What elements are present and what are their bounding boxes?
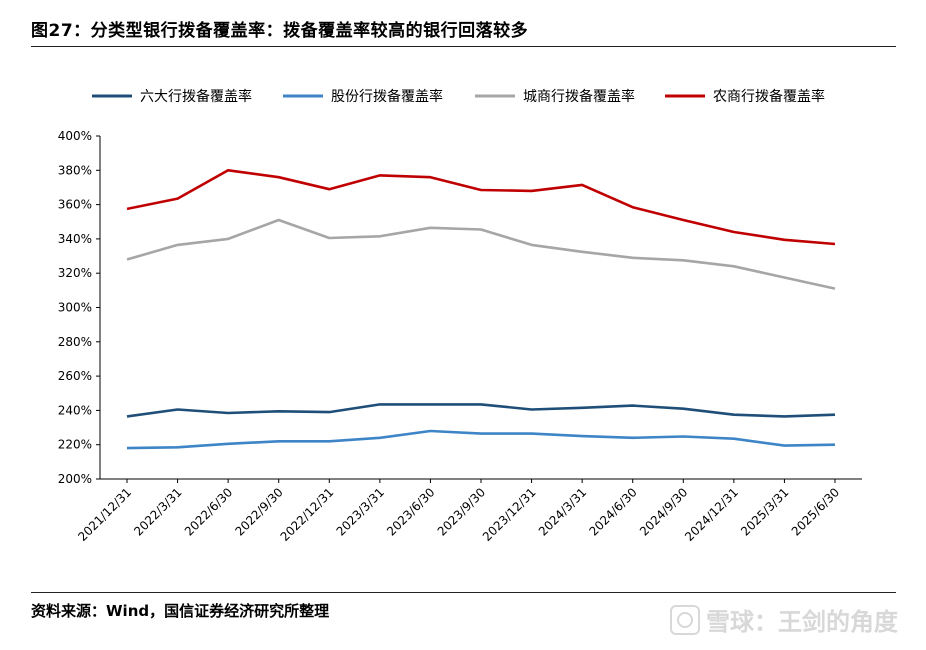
line-chart: 六大行拨备覆盖率 股份行拨备覆盖率 城商行拨备覆盖率 农商行拨备覆盖率 200% 220… <box>58 88 862 544</box>
x-tick-label: 2024/12/31 <box>682 485 741 544</box>
snowball-logo-icon <box>670 604 700 635</box>
legend-label: 六大行拨备覆盖率 <box>140 88 252 105</box>
x-tick-label: 2023/9/30 <box>435 485 488 538</box>
y-axis: 200% 220% 240% 260% 280% 300% 320% 340% 360% 380%… <box>58 129 101 486</box>
y-tick-label: 360% <box>58 198 92 212</box>
legend-label: 城商行拨备覆盖率 <box>523 88 635 105</box>
series-line-0 <box>126 403 836 418</box>
y-tick-label: 320% <box>58 266 92 280</box>
bottom-rule <box>31 592 896 593</box>
series-layer <box>126 169 836 450</box>
x-tick-label: 2022/12/31 <box>278 485 337 544</box>
x-tick-label: 2025/6/30 <box>789 485 842 538</box>
source-note: 资料来源：Wind，国信证券经济研究所整理 <box>31 602 330 620</box>
watermark: 雪球：王剑的角度 <box>670 602 898 637</box>
y-tick-label: 280% <box>58 335 92 349</box>
legend-label: 农商行拨备覆盖率 <box>713 88 825 105</box>
y-tick-label: 300% <box>58 301 92 315</box>
y-tick-label: 400% <box>58 129 92 143</box>
y-tick-label: 340% <box>58 232 92 246</box>
chart-title: 图27：分类型银行拨备覆盖率：拨备覆盖率较高的银行回落较多 <box>31 21 529 41</box>
chart-legend: 六大行拨备覆盖率 股份行拨备覆盖率 城商行拨备覆盖率 农商行拨备覆盖率 <box>92 88 825 105</box>
x-tick-label: 2024/6/30 <box>586 485 639 538</box>
y-tick-label: 380% <box>58 163 92 177</box>
x-tick-label: 2022/6/30 <box>182 485 235 538</box>
x-tick-label: 2024/9/30 <box>637 485 690 538</box>
y-tick-label: 200% <box>58 472 92 486</box>
top-rule <box>31 46 896 47</box>
x-axis: 2021/12/312022/3/312022/6/302022/9/30202… <box>75 478 862 544</box>
x-tick-label: 2023/12/31 <box>480 485 539 544</box>
x-tick-label: 2023/6/30 <box>384 485 437 538</box>
series-line-3 <box>126 169 836 246</box>
x-tick-label: 2021/12/31 <box>75 485 134 544</box>
y-tick-label: 220% <box>58 438 92 452</box>
series-line-1 <box>126 429 836 450</box>
y-tick-label: 260% <box>58 369 92 383</box>
y-tick-label: 240% <box>58 403 92 417</box>
x-tick-label: 2022/3/31 <box>131 485 184 538</box>
x-tick-label: 2022/9/30 <box>232 485 285 538</box>
x-tick-label: 2023/3/31 <box>334 485 387 538</box>
x-tick-label: 2025/3/31 <box>738 485 791 538</box>
x-tick-label: 2024/3/31 <box>536 485 589 538</box>
series-line-2 <box>126 218 836 290</box>
watermark-text: 雪球：王剑的角度 <box>706 608 898 636</box>
legend-label: 股份行拨备覆盖率 <box>331 88 443 105</box>
